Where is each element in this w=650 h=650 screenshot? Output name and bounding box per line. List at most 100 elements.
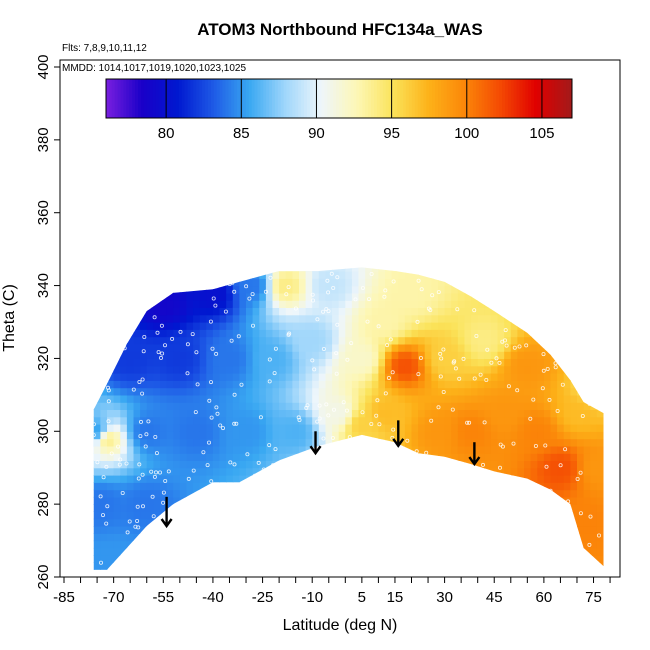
heatmap-cell bbox=[391, 424, 399, 432]
heatmap-cell bbox=[226, 329, 234, 338]
heatmap-cell bbox=[385, 292, 393, 301]
heatmap-cell bbox=[292, 409, 300, 418]
heatmap-cell bbox=[603, 489, 604, 498]
heatmap-cell bbox=[146, 496, 154, 505]
heatmap-cell bbox=[146, 511, 154, 520]
heatmap-cell bbox=[345, 267, 353, 272]
heatmap-cell bbox=[371, 467, 379, 476]
heatmap-cell bbox=[537, 267, 545, 272]
heatmap-cell bbox=[166, 496, 174, 505]
heatmap-cell bbox=[100, 336, 108, 345]
heatmap-cell bbox=[345, 322, 353, 330]
heatmap-cell bbox=[517, 322, 525, 330]
heatmap-cell bbox=[398, 314, 406, 323]
heatmap-cell bbox=[173, 307, 181, 316]
heatmap-cell bbox=[212, 526, 221, 534]
heatmap-cell bbox=[93, 540, 101, 549]
heatmap-cell bbox=[524, 475, 532, 483]
heatmap-cell bbox=[265, 300, 274, 308]
heatmap-cell bbox=[332, 540, 340, 549]
heatmap-cell bbox=[120, 267, 128, 272]
heatmap-cell bbox=[285, 267, 293, 272]
heatmap-cell bbox=[577, 292, 585, 301]
heatmap-cell bbox=[457, 365, 465, 374]
heatmap-cell bbox=[471, 431, 479, 440]
heatmap-cell bbox=[292, 570, 299, 578]
heatmap-cell bbox=[404, 496, 413, 505]
heatmap-cell bbox=[444, 460, 452, 469]
heatmap-cell bbox=[411, 271, 419, 279]
sample-point bbox=[388, 337, 393, 342]
heatmap-cell bbox=[279, 336, 287, 345]
heatmap-cell bbox=[517, 460, 525, 469]
heatmap-cell bbox=[160, 380, 168, 389]
heatmap-cell bbox=[431, 409, 439, 418]
heatmap-cell bbox=[530, 424, 538, 432]
heatmap-cell bbox=[497, 496, 505, 505]
heatmap-cell bbox=[570, 267, 578, 272]
heatmap-cell bbox=[543, 424, 552, 432]
sample-point bbox=[318, 516, 323, 521]
heatmap-cell bbox=[391, 365, 399, 374]
heatmap-cell bbox=[126, 387, 135, 396]
heatmap-cell bbox=[107, 518, 115, 527]
heatmap-cell bbox=[166, 445, 174, 454]
heatmap-cell bbox=[477, 562, 485, 570]
heatmap-cell bbox=[279, 314, 287, 323]
heatmap-cell bbox=[206, 511, 214, 520]
heatmap-cell bbox=[113, 518, 121, 527]
heatmap-cell bbox=[259, 256, 266, 264]
heatmap-cell bbox=[219, 533, 227, 542]
heatmap-cell bbox=[583, 453, 591, 461]
heatmap-cell bbox=[179, 547, 187, 556]
heatmap-cell bbox=[530, 351, 538, 359]
heatmap-cell bbox=[371, 300, 379, 308]
heatmap-cell bbox=[107, 504, 115, 512]
heatmap-cell bbox=[318, 358, 326, 367]
heatmap-cell bbox=[206, 343, 214, 352]
sample-point bbox=[181, 552, 186, 557]
heatmap-cell bbox=[550, 380, 558, 389]
sample-point bbox=[497, 360, 502, 365]
sample-point bbox=[436, 290, 441, 295]
heatmap-cell bbox=[246, 409, 254, 418]
heatmap-cell bbox=[285, 438, 293, 447]
heatmap-cell bbox=[385, 555, 393, 563]
heatmap-cell bbox=[160, 292, 168, 301]
heatmap-cell bbox=[557, 285, 565, 294]
heatmap-cell bbox=[497, 467, 505, 476]
heatmap-cell bbox=[259, 489, 267, 498]
heatmap-cell bbox=[583, 387, 591, 396]
heatmap-cell bbox=[219, 278, 227, 287]
heatmap-cell bbox=[398, 467, 406, 476]
heatmap-cell bbox=[603, 307, 604, 316]
heatmap-cell bbox=[411, 533, 419, 542]
heatmap-cell bbox=[193, 438, 201, 447]
heatmap-cell bbox=[530, 445, 538, 454]
heatmap-cell bbox=[530, 300, 538, 308]
heatmap-cell bbox=[93, 394, 95, 403]
heatmap-cell bbox=[504, 496, 512, 505]
heatmap-cell bbox=[550, 555, 558, 563]
heatmap-cell bbox=[424, 267, 432, 272]
heatmap-cell bbox=[318, 475, 326, 483]
heatmap-cell bbox=[113, 343, 121, 352]
heatmap-cell bbox=[160, 402, 168, 410]
heatmap-cell bbox=[153, 496, 161, 505]
heatmap-cell bbox=[351, 504, 360, 512]
heatmap-cell bbox=[120, 482, 128, 491]
heatmap-cell bbox=[153, 271, 161, 279]
heatmap-cell bbox=[351, 402, 360, 410]
heatmap-cell bbox=[113, 445, 121, 454]
sample-point bbox=[116, 444, 121, 449]
colorbar-segment bbox=[484, 79, 489, 118]
heatmap-cell bbox=[239, 562, 247, 570]
heatmap-cell bbox=[345, 518, 353, 527]
heatmap-cell bbox=[325, 431, 333, 440]
heatmap-cell bbox=[279, 358, 287, 367]
heatmap-cell bbox=[259, 307, 267, 316]
heatmap-cell bbox=[451, 570, 458, 578]
heatmap-cell bbox=[338, 482, 346, 491]
heatmap-cell bbox=[464, 343, 472, 352]
heatmap-cell bbox=[126, 365, 135, 374]
